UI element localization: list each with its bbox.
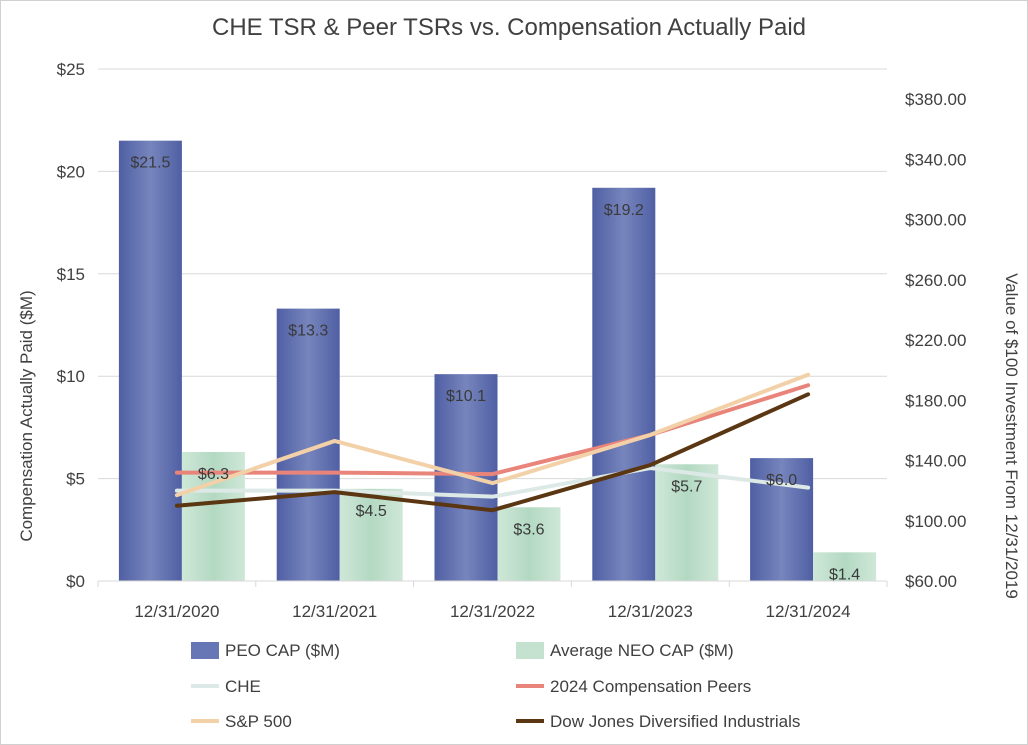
- legend-label-s-p-500: S&P 500: [225, 712, 292, 731]
- y-tick-label: $0: [66, 572, 85, 591]
- legend-swatch-average-neo-cap-m: [516, 642, 544, 659]
- y2-axis-title: Value of $100 Investment From 12/31/2019: [1002, 273, 1021, 599]
- y2-tick-label: $140.00: [905, 452, 966, 471]
- y2-tick-label: $100.00: [905, 512, 966, 531]
- x-tick-label: 12/31/2021: [292, 602, 377, 621]
- dow-jones-diversified-industrials-line: [174, 392, 811, 513]
- y2-tick-label: $380.00: [905, 90, 966, 109]
- legend-swatch-peo-cap-m: [191, 642, 219, 659]
- neo-cap-bar: [813, 552, 877, 581]
- legend-label-average-neo-cap-m: Average NEO CAP ($M): [550, 641, 734, 660]
- peo-cap-data-label: $19.2: [604, 202, 644, 219]
- neo-cap-bar: [339, 488, 403, 581]
- peo-cap-bar: [592, 187, 656, 581]
- neo-cap-bar: [497, 507, 561, 581]
- chart-title: CHE TSR & Peer TSRs vs. Compensation Act…: [212, 14, 806, 41]
- neo-cap-bar: [655, 464, 719, 581]
- 2024-compensation-peers-line: [174, 383, 811, 477]
- peo-cap-data-label: $6.0: [766, 472, 797, 489]
- y2-tick-label: $300.00: [905, 211, 966, 230]
- y2-tick-label: $180.00: [905, 391, 966, 410]
- x-tick-label: 12/31/2020: [134, 602, 219, 621]
- peo-cap-bar: [750, 458, 814, 581]
- y-tick-label: $25: [57, 60, 85, 79]
- y2-tick-label: $220.00: [905, 331, 966, 350]
- y-tick-label: $15: [57, 265, 85, 284]
- x-tick-label: 12/31/2024: [766, 602, 851, 621]
- legend-label-peo-cap-m: PEO CAP ($M): [225, 641, 340, 660]
- y-axis-title: Compensation Actually Paid ($M): [17, 290, 36, 541]
- legend-label-dow-jones-diversified-industrials: Dow Jones Diversified Industrials: [550, 712, 800, 731]
- s-p-500-line: [174, 372, 811, 498]
- x-tick-label: 12/31/2023: [608, 602, 693, 621]
- x-tick-label: 12/31/2022: [450, 602, 535, 621]
- y-tick-label: $10: [57, 367, 85, 386]
- neo-cap-data-label: $3.6: [513, 521, 544, 538]
- y2-tick-label: $340.00: [905, 150, 966, 169]
- peo-cap-data-label: $21.5: [130, 155, 170, 172]
- peo-cap-data-label: $13.3: [288, 323, 328, 340]
- neo-cap-data-label: $1.4: [829, 566, 860, 583]
- neo-cap-data-label: $4.5: [356, 503, 387, 520]
- legend-label-che: CHE: [225, 677, 261, 696]
- peo-cap-bar: [276, 308, 340, 581]
- y-tick-label: $5: [66, 470, 85, 489]
- y-tick-label: $20: [57, 162, 85, 181]
- y2-tick-label: $260.00: [905, 271, 966, 290]
- peo-cap-data-label: $10.1: [446, 388, 486, 405]
- legend-label-2024-compensation-peers: 2024 Compensation Peers: [550, 677, 751, 696]
- peo-cap-bar: [118, 140, 182, 581]
- che-line: [174, 466, 811, 499]
- neo-cap-data-label: $6.3: [198, 466, 229, 483]
- neo-cap-data-label: $5.7: [671, 478, 702, 495]
- y2-tick-label: $60.00: [905, 572, 957, 591]
